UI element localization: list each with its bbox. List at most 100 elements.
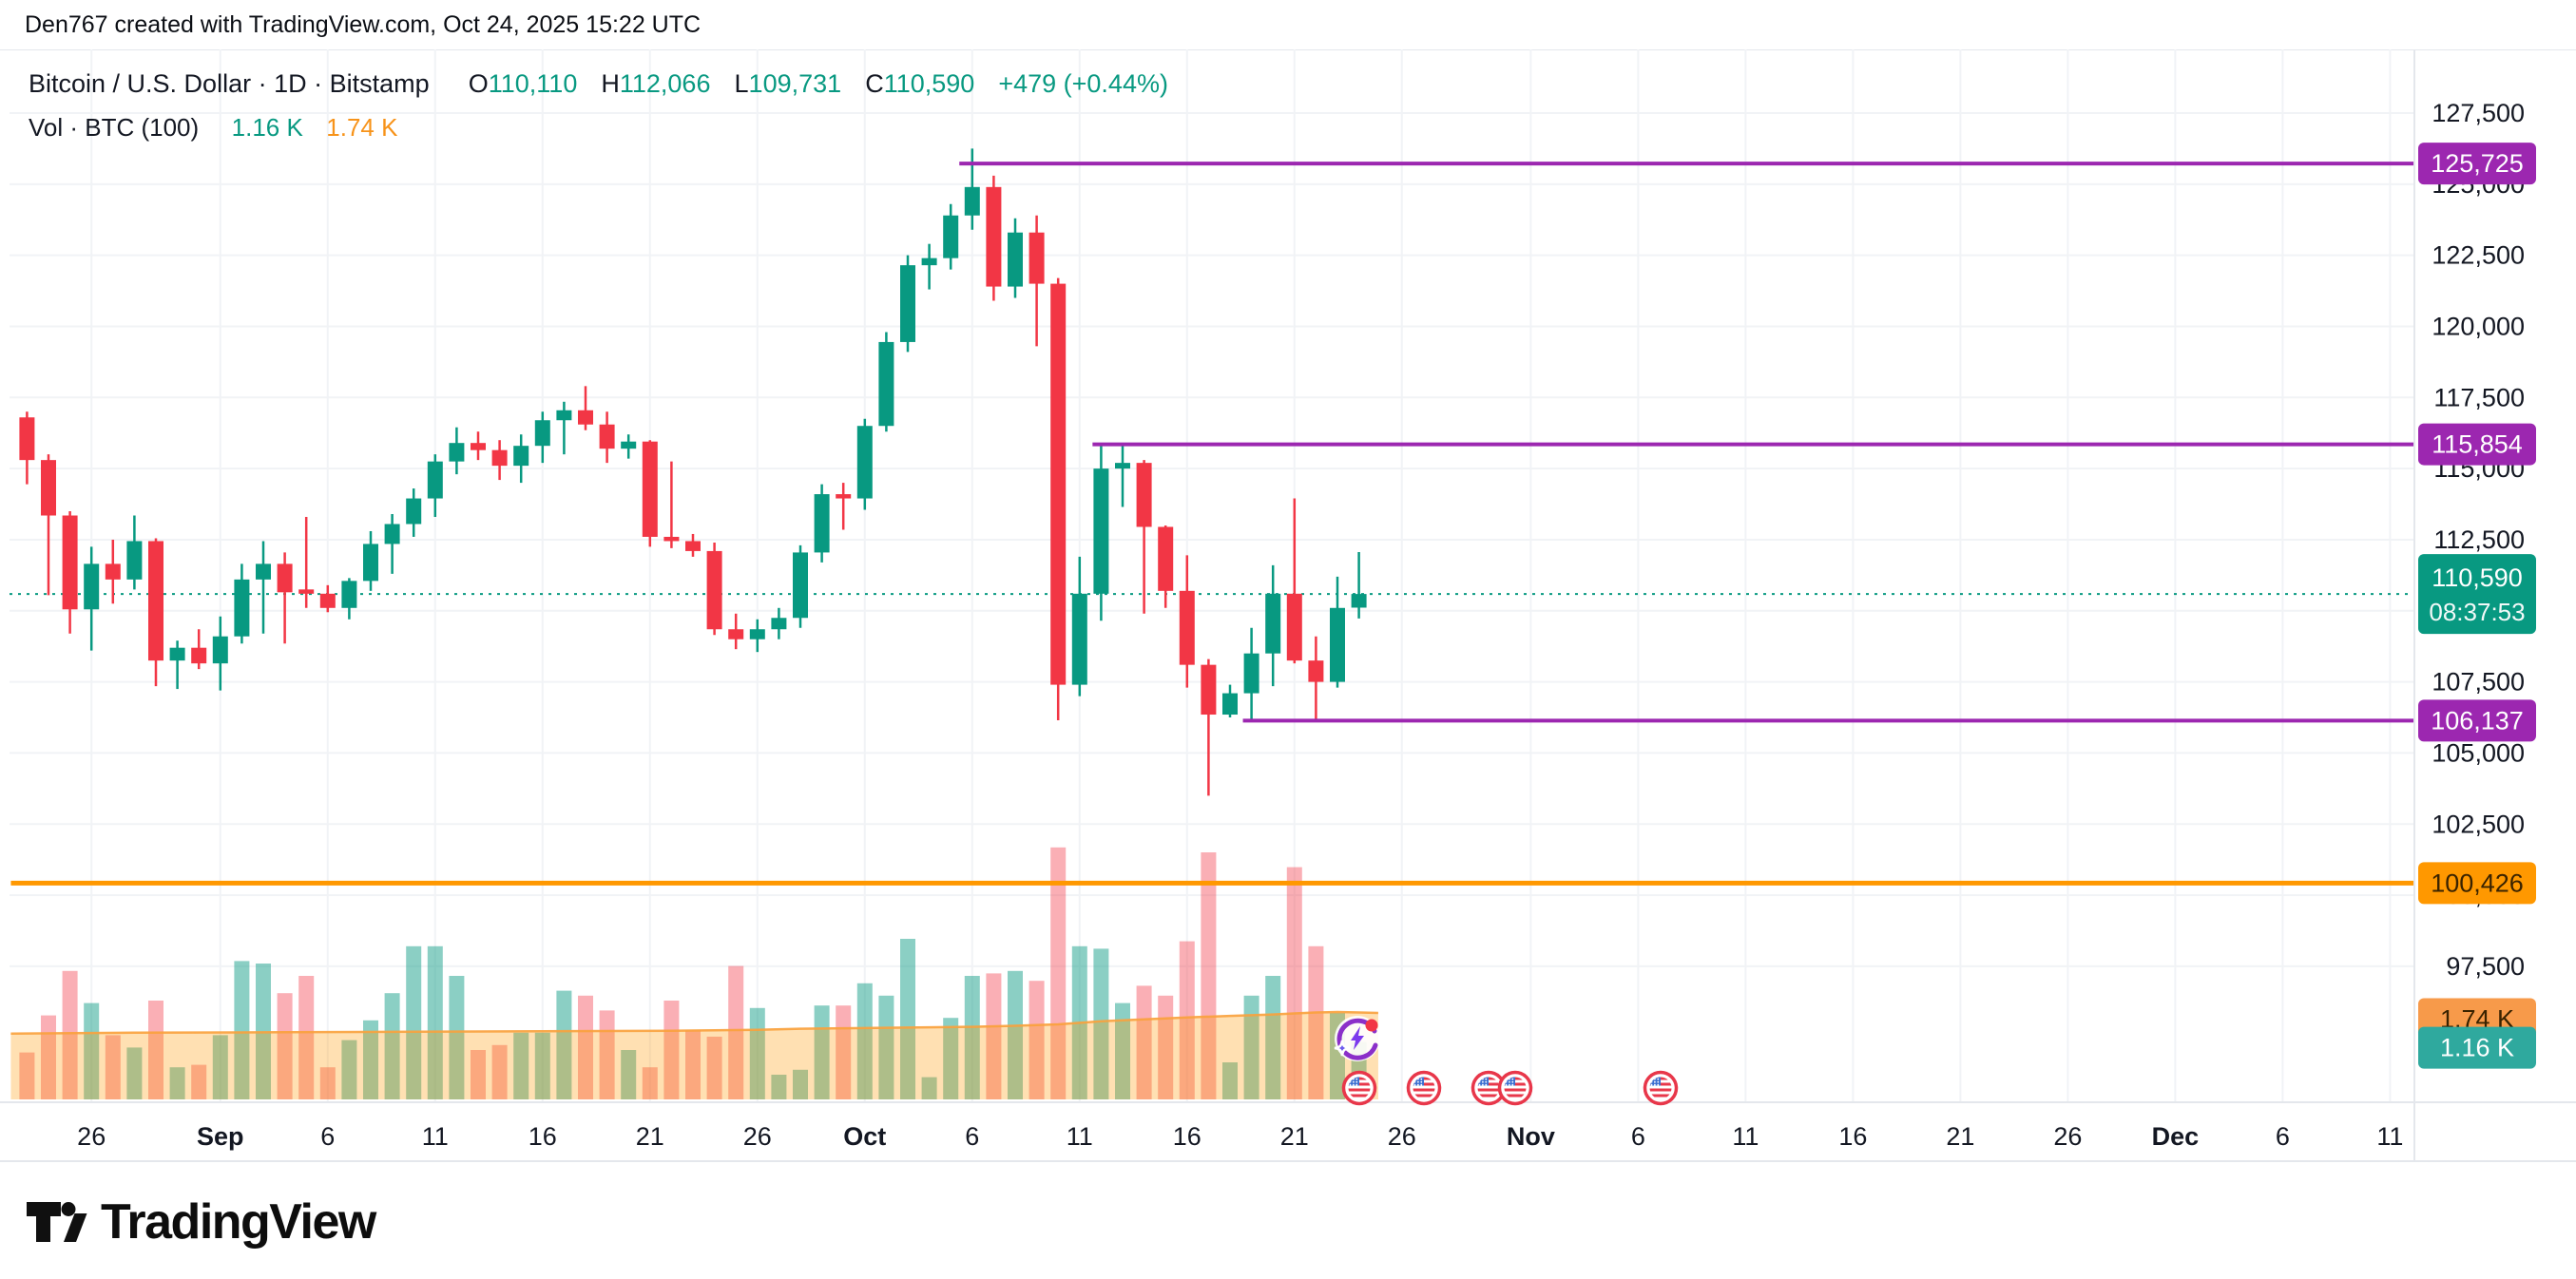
- economic-event-us-flag-icon[interactable]: [1406, 1070, 1442, 1106]
- volume-bar[interactable]: [169, 1067, 185, 1099]
- candle[interactable]: [1093, 444, 1109, 621]
- candle[interactable]: [1028, 215, 1045, 347]
- volume-bar[interactable]: [105, 1035, 121, 1099]
- candle[interactable]: [685, 533, 701, 557]
- volume-bar[interactable]: [277, 993, 293, 1099]
- volume-bar[interactable]: [793, 1069, 808, 1099]
- candle[interactable]: [878, 332, 894, 432]
- volume-bar[interactable]: [1008, 970, 1023, 1099]
- volume-study-label[interactable]: Vol · BTC (100): [29, 113, 200, 142]
- candle[interactable]: [1243, 627, 1259, 721]
- volume-bar[interactable]: [41, 1015, 56, 1099]
- candle[interactable]: [986, 175, 1002, 301]
- candle[interactable]: [126, 515, 143, 590]
- candle[interactable]: [277, 552, 293, 644]
- candle[interactable]: [814, 484, 830, 563]
- candle[interactable]: [148, 538, 163, 687]
- candle[interactable]: [363, 530, 378, 591]
- candle[interactable]: [1286, 498, 1302, 664]
- candle[interactable]: [471, 431, 486, 461]
- symbol-legend-row[interactable]: Bitcoin / U.S. Dollar · 1D · Bitstamp O1…: [29, 69, 1168, 98]
- volume-bar[interactable]: [406, 945, 422, 1099]
- volume-bar[interactable]: [706, 1036, 722, 1099]
- volume-bar[interactable]: [621, 1050, 637, 1099]
- candle[interactable]: [534, 411, 550, 464]
- volume-bar[interactable]: [556, 990, 572, 1099]
- candle[interactable]: [234, 563, 250, 644]
- volume-bar[interactable]: [943, 1018, 959, 1099]
- volume-legend-row[interactable]: Vol · BTC (100) 1.16 K 1.74 K: [29, 112, 1168, 143]
- candle[interactable]: [706, 542, 722, 636]
- candle[interactable]: [856, 418, 873, 510]
- volume-bar[interactable]: [319, 1067, 336, 1099]
- volume-bar[interactable]: [471, 1050, 486, 1099]
- candle[interactable]: [1179, 555, 1195, 688]
- price-badge-line[interactable]: 115,854: [2418, 423, 2536, 466]
- candle[interactable]: [749, 619, 765, 653]
- time-axis[interactable]: 26 Sep 6 11 16 21 26 Oct 6 11 16 21 26 Nov 6 11 16 21 26 De…: [77, 1122, 2403, 1151]
- volume-bar[interactable]: [191, 1064, 207, 1099]
- volume-bar[interactable]: [1028, 981, 1045, 1099]
- candle[interactable]: [621, 434, 637, 459]
- volume-bar[interactable]: [384, 993, 400, 1099]
- candle[interactable]: [836, 483, 852, 530]
- tradingview-logo[interactable]: TradingView: [25, 1193, 376, 1250]
- candle[interactable]: [556, 401, 572, 455]
- candle[interactable]: [1050, 277, 1067, 721]
- volume-bar[interactable]: [1201, 852, 1217, 1099]
- volume-bar[interactable]: [363, 1020, 378, 1099]
- candle[interactable]: [663, 461, 680, 548]
- volume-bar[interactable]: [578, 995, 593, 1099]
- candle[interactable]: [943, 203, 959, 270]
- candlestick-series[interactable]: [19, 148, 1367, 796]
- economic-event-us-flag-icon[interactable]: [1497, 1070, 1533, 1106]
- candle[interactable]: [298, 517, 315, 608]
- candle[interactable]: [169, 640, 185, 690]
- volume-bar[interactable]: [234, 961, 250, 1099]
- candle[interactable]: [256, 541, 271, 634]
- volume-bar[interactable]: [921, 1077, 937, 1099]
- volume-bar[interactable]: [856, 983, 873, 1099]
- volume-bar[interactable]: [1265, 976, 1281, 1099]
- economic-event-us-flag-icon[interactable]: [1471, 1070, 1507, 1106]
- volume-bar[interactable]: [1243, 995, 1259, 1099]
- candle[interactable]: [728, 613, 744, 650]
- volume-bar[interactable]: [1222, 1062, 1238, 1099]
- volume-bar[interactable]: [212, 1035, 228, 1099]
- volume-bar[interactable]: [298, 976, 315, 1099]
- symbol-name[interactable]: Bitcoin / U.S. Dollar: [29, 69, 252, 98]
- candle[interactable]: [1265, 564, 1281, 687]
- volume-bar[interactable]: [663, 1001, 680, 1099]
- candle[interactable]: [191, 629, 207, 670]
- candle[interactable]: [341, 578, 357, 620]
- candle[interactable]: [1008, 218, 1023, 298]
- candle[interactable]: [427, 454, 443, 518]
- interval-label[interactable]: 1D: [274, 69, 307, 98]
- volume-bar[interactable]: [84, 1002, 100, 1099]
- candle[interactable]: [406, 488, 422, 537]
- volume-bar[interactable]: [964, 976, 980, 1099]
- volume-bar[interactable]: [685, 1030, 701, 1099]
- volume-bar[interactable]: [534, 1032, 550, 1099]
- candle[interactable]: [1158, 525, 1174, 608]
- volume-bar[interactable]: [878, 995, 894, 1099]
- assistant-icon[interactable]: [1334, 1016, 1380, 1061]
- candle[interactable]: [599, 411, 615, 464]
- volume-bar[interactable]: [1115, 1002, 1130, 1099]
- candle[interactable]: [793, 544, 808, 628]
- candle[interactable]: [1330, 576, 1345, 688]
- candle[interactable]: [62, 511, 78, 634]
- candle[interactable]: [1308, 636, 1324, 720]
- volume-bar[interactable]: [341, 1040, 357, 1099]
- price-badge-line[interactable]: 100,426: [2418, 862, 2536, 905]
- candle[interactable]: [212, 616, 228, 691]
- volume-bar[interactable]: [1286, 867, 1302, 1099]
- volume-bar[interactable]: [62, 970, 78, 1099]
- candle[interactable]: [449, 427, 465, 475]
- volume-bar[interactable]: [599, 1010, 615, 1099]
- price-axis[interactable]: 127,500125,000122,500120,000117,500115,0…: [2432, 99, 2525, 981]
- economic-event-us-flag-icon[interactable]: [1643, 1070, 1679, 1106]
- candle[interactable]: [1222, 684, 1238, 718]
- candle[interactable]: [105, 539, 121, 604]
